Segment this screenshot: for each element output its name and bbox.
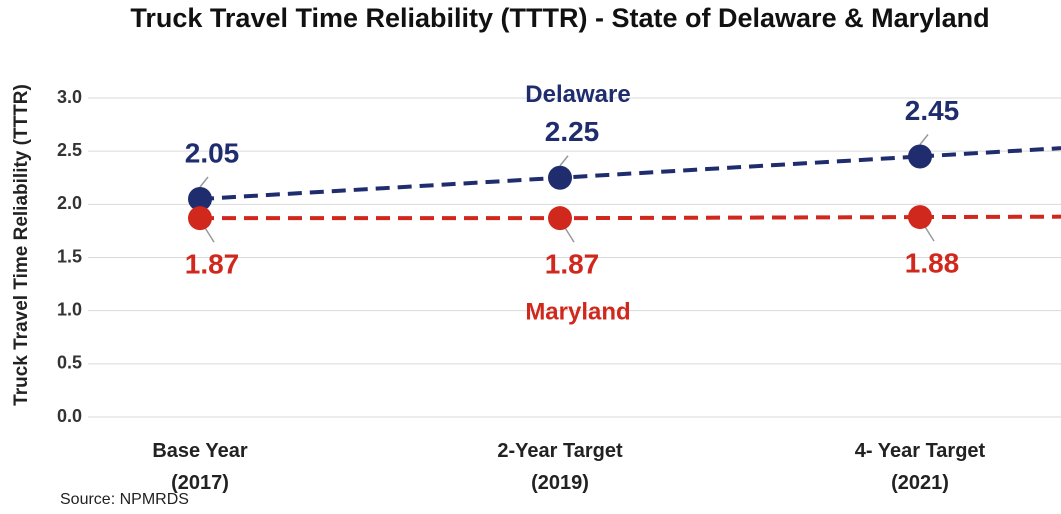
chart-title: Truck Travel Time Reliability (TTTR) - S… — [130, 3, 989, 33]
y-axis-label: Truck Travel Time Reliability (TTTR) — [11, 84, 32, 406]
y-tick-label: 2.5 — [57, 140, 82, 160]
leader-line — [559, 155, 569, 167]
data-label: 1.87 — [185, 249, 240, 280]
point — [188, 187, 212, 212]
point — [548, 206, 572, 231]
x-tick-label: Base Year (2017) — [152, 440, 248, 494]
data-label: 1.87 — [545, 249, 600, 280]
y-tick-label: 0.0 — [57, 406, 82, 426]
series-label: Delaware — [525, 81, 630, 108]
x-tick-label: 2-Year Target (2019) — [497, 440, 623, 494]
y-tick-label: 0.5 — [57, 353, 82, 373]
leader-line — [923, 224, 935, 242]
point — [548, 165, 572, 190]
point — [188, 206, 212, 231]
y-tick-label: 1.5 — [57, 246, 82, 266]
point — [908, 144, 932, 169]
series-label: Maryland — [525, 299, 630, 326]
data-label: 2.25 — [545, 116, 600, 147]
leader-line — [919, 134, 929, 145]
leader-line — [563, 225, 575, 243]
leader-line — [203, 225, 215, 243]
trend-extension — [919, 146, 1061, 159]
y-tick-label: 1.0 — [57, 299, 82, 319]
x-tick-label: 4- Year Target (2021) — [854, 440, 986, 494]
y-tick-label: 2.0 — [57, 193, 82, 213]
source-note: Source: NPMRDS — [60, 491, 189, 508]
y-tick-label: 3.0 — [57, 87, 82, 107]
data-label: 1.88 — [905, 247, 960, 278]
leader-line — [199, 176, 209, 188]
data-label: 2.05 — [185, 137, 240, 168]
data-label: 2.45 — [905, 95, 960, 126]
point — [908, 205, 932, 230]
